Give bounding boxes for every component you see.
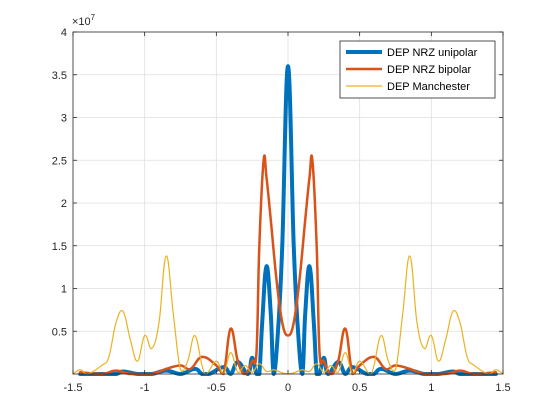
- legend-entry-3: DEP Manchester: [387, 81, 470, 93]
- x-tick-label: 0.5: [352, 382, 367, 394]
- x-tick-label: 0: [285, 382, 291, 394]
- y-tick-label: 1.5: [52, 241, 67, 253]
- x-tick-label: -0.5: [207, 382, 226, 394]
- x-tick-label: 1.5: [495, 382, 510, 394]
- x-tick-label: -1: [140, 382, 150, 394]
- y-tick-label: 1: [61, 284, 67, 296]
- y-tick-label: 2.5: [52, 155, 67, 167]
- y-tick-label: 2: [61, 198, 67, 210]
- y-tick-label: 3: [61, 113, 67, 125]
- y-exponent-label: ×107: [72, 13, 96, 28]
- y-tick-label: 4: [61, 27, 67, 39]
- axis-ticks: [72, 31, 504, 374]
- x-tick-label: 1: [428, 382, 434, 394]
- legend: DEP NRZ unipolar DEP NRZ bipolar DEP Manch…: [339, 40, 496, 99]
- x-tick-label: -1.5: [64, 382, 83, 394]
- legend-entry-1: DEP NRZ unipolar: [387, 47, 478, 59]
- y-tick-label: 3.5: [52, 70, 67, 82]
- legend-entry-2: DEP NRZ bipolar: [387, 64, 471, 76]
- series-line-1: [78, 64, 498, 377]
- y-exponent-power: 7: [91, 13, 96, 22]
- series-line-2: [78, 154, 498, 376]
- y-tick-label: 0.5: [52, 326, 67, 338]
- axis-tick-labels: -1.5 -1 -0.5 0 0.5 1 1.5 0.5 1 1.5 2 2.5 3 3.5 4: [52, 27, 511, 394]
